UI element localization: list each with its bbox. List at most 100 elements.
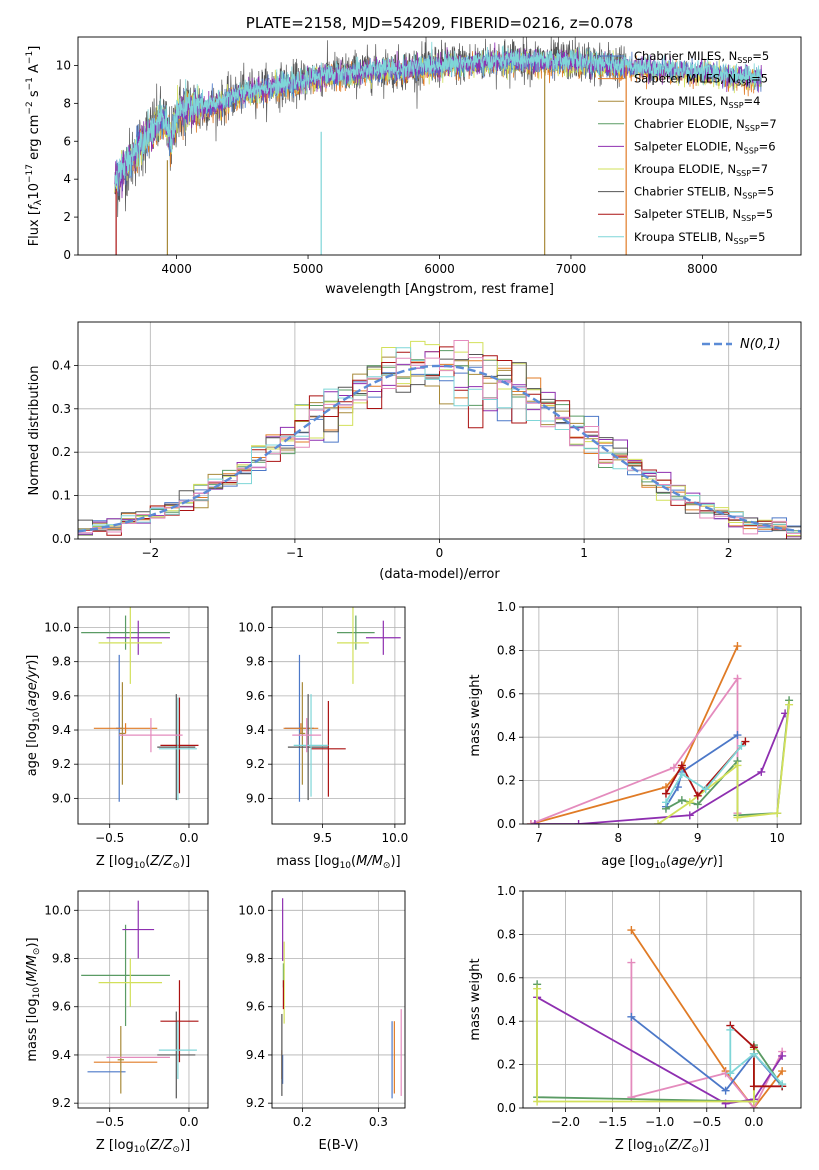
mass-weight-marker: [669, 763, 678, 772]
x-tick-label: 0: [436, 546, 444, 560]
error-bar-point: [311, 700, 346, 797]
mass-weight-marker: [733, 813, 742, 822]
y-tick-label: 9.8: [246, 952, 265, 966]
y-tick-label: 0.8: [497, 643, 516, 657]
x-tick-label: −1: [286, 546, 304, 560]
axes-frame: [77, 606, 209, 825]
mass-weight-series: [530, 709, 790, 824]
x-tick-label: 10: [770, 831, 785, 845]
mass-weight-marker: [627, 926, 636, 935]
x-tick-label: 4000: [161, 262, 192, 276]
plot-area: [526, 642, 794, 824]
y-tick-label: 6: [63, 134, 71, 148]
error-bar-point: [158, 697, 197, 801]
y-tick-label: 0.4: [52, 358, 71, 372]
grid: [523, 890, 801, 1109]
y-tick-label: 0.0: [497, 817, 516, 831]
error-bar-point: [98, 607, 163, 684]
y-tick-label: 4: [63, 172, 71, 186]
legend-entry: Kroupa MILES, NSSP=4: [634, 94, 760, 110]
y-axis-label: age [log10(age/yr)]: [25, 655, 42, 777]
mass-weight-marker: [701, 785, 710, 794]
axes-frame: [271, 890, 406, 1109]
error-bar-point: [122, 900, 155, 959]
mass-weight-marker: [749, 1082, 758, 1091]
residual-histogram-panel: −2 −1 0 1 2 0.0 0.1 0.2 0.3 0.4 (data-model)/error…: [27, 321, 802, 582]
y-axis-label: mass weight: [468, 958, 483, 1040]
error-bar-point: [81, 924, 170, 1027]
y-axis-label: Flux [fλ10−17 erg cm−2 s−1 A−1]: [25, 46, 44, 247]
error-bar-point: [119, 682, 126, 785]
mass-weight-marker: [749, 1097, 758, 1106]
y-tick-label: 9.0: [52, 791, 71, 805]
legend-entry: Salpeter ELODIE, NSSP=6: [634, 139, 776, 155]
plot-area: [283, 607, 401, 802]
axes-frame: [77, 890, 209, 1109]
axes-frame: [77, 321, 802, 540]
y-tick-label: 9.6: [52, 1000, 71, 1014]
x-tick-label: 7: [535, 831, 543, 845]
axes-frame: [522, 606, 802, 825]
histogram-step: [78, 346, 801, 539]
error-bar-point: [337, 607, 369, 684]
mass-weight-marker: [749, 1049, 758, 1058]
y-tick-label: 1.0: [497, 600, 516, 614]
mass-weight-marker: [737, 741, 746, 750]
y-axis-label: Normed distribution: [27, 366, 42, 496]
y-tick-label: 0.6: [497, 687, 516, 701]
y-tick-label: 9.4: [246, 1048, 265, 1062]
mass-weight-marker: [654, 820, 663, 824]
legend-entry: Chabrier MILES, NSSP=5: [634, 49, 769, 65]
mass-weight-marker: [778, 1051, 787, 1060]
mass-weight-series: [526, 674, 742, 824]
mass-weight-marker: [685, 798, 694, 807]
y-tick-label: 0.4: [497, 1014, 516, 1028]
mass-weight-marker: [757, 767, 766, 776]
error-bar-point: [160, 697, 199, 794]
error-bar-point: [157, 1011, 196, 1099]
y-tick-label: 0: [63, 248, 71, 262]
mass-weight-marker: [574, 820, 583, 824]
age-vs-mass-panel: 9.5 10.0 9.0 9.2 9.4 9.6 9.8 10.0 mass [log10(M/…: [238, 606, 408, 871]
plot-area: [114, 37, 762, 255]
y-tick-label: 9.6: [246, 1000, 265, 1014]
y-tick-label: 9.2: [52, 757, 71, 771]
y-tick-label: 1.0: [497, 884, 516, 898]
error-bar-point: [292, 718, 322, 753]
mass-weight-marker: [693, 791, 702, 800]
mass-weight-series: [661, 741, 746, 807]
histogram-step: [78, 340, 801, 535]
y-tick-label: 10.0: [44, 903, 71, 917]
mass-weight-marker: [685, 811, 694, 820]
x-tick-label: 8: [614, 831, 622, 845]
mass-weight-marker: [785, 700, 794, 709]
mass-weight-marker: [693, 800, 702, 809]
error-bar-point: [119, 718, 183, 753]
error-bar-point: [283, 723, 319, 734]
legend-entry: Kroupa STELIB, NSSP=5: [634, 230, 765, 246]
x-tick-label: 6000: [424, 262, 455, 276]
mass-weight-marker: [721, 1086, 730, 1095]
mass-vs-metallicity-panel: −0.5 0.0 9.2 9.4 9.6 9.8 10.0 Z [log10(Z/Z⊙)] ma…: [25, 890, 209, 1155]
x-tick-label: −0.5: [692, 1115, 721, 1129]
error-bar-point: [337, 615, 375, 650]
y-tick-label: 0.0: [497, 1101, 516, 1115]
mass-weight-marker: [677, 770, 686, 779]
error-bar-point: [299, 682, 306, 785]
y-axis-label: mass [log10(M/M⊙)]: [25, 937, 42, 1061]
x-tick-label: 0.3: [369, 1115, 388, 1129]
axes-frame: [522, 890, 802, 1109]
x-tick-label: −0.5: [95, 831, 124, 845]
x-tick-label: 0.0: [744, 1115, 763, 1129]
error-bar-point: [98, 958, 163, 1007]
legend-entry: Chabrier ELODIE, NSSP=7: [634, 117, 777, 133]
error-bar-point: [81, 615, 170, 650]
y-tick-label: 9.8: [52, 952, 71, 966]
y-tick-label: 9.6: [52, 689, 71, 703]
y-tick-label: 9.4: [246, 723, 265, 737]
error-bar-point: [93, 723, 158, 734]
y-tick-label: 0.0: [52, 532, 71, 546]
plot-area: [78, 340, 801, 539]
y-tick-label: 10: [56, 58, 71, 72]
y-tick-label: 0.6: [497, 971, 516, 985]
